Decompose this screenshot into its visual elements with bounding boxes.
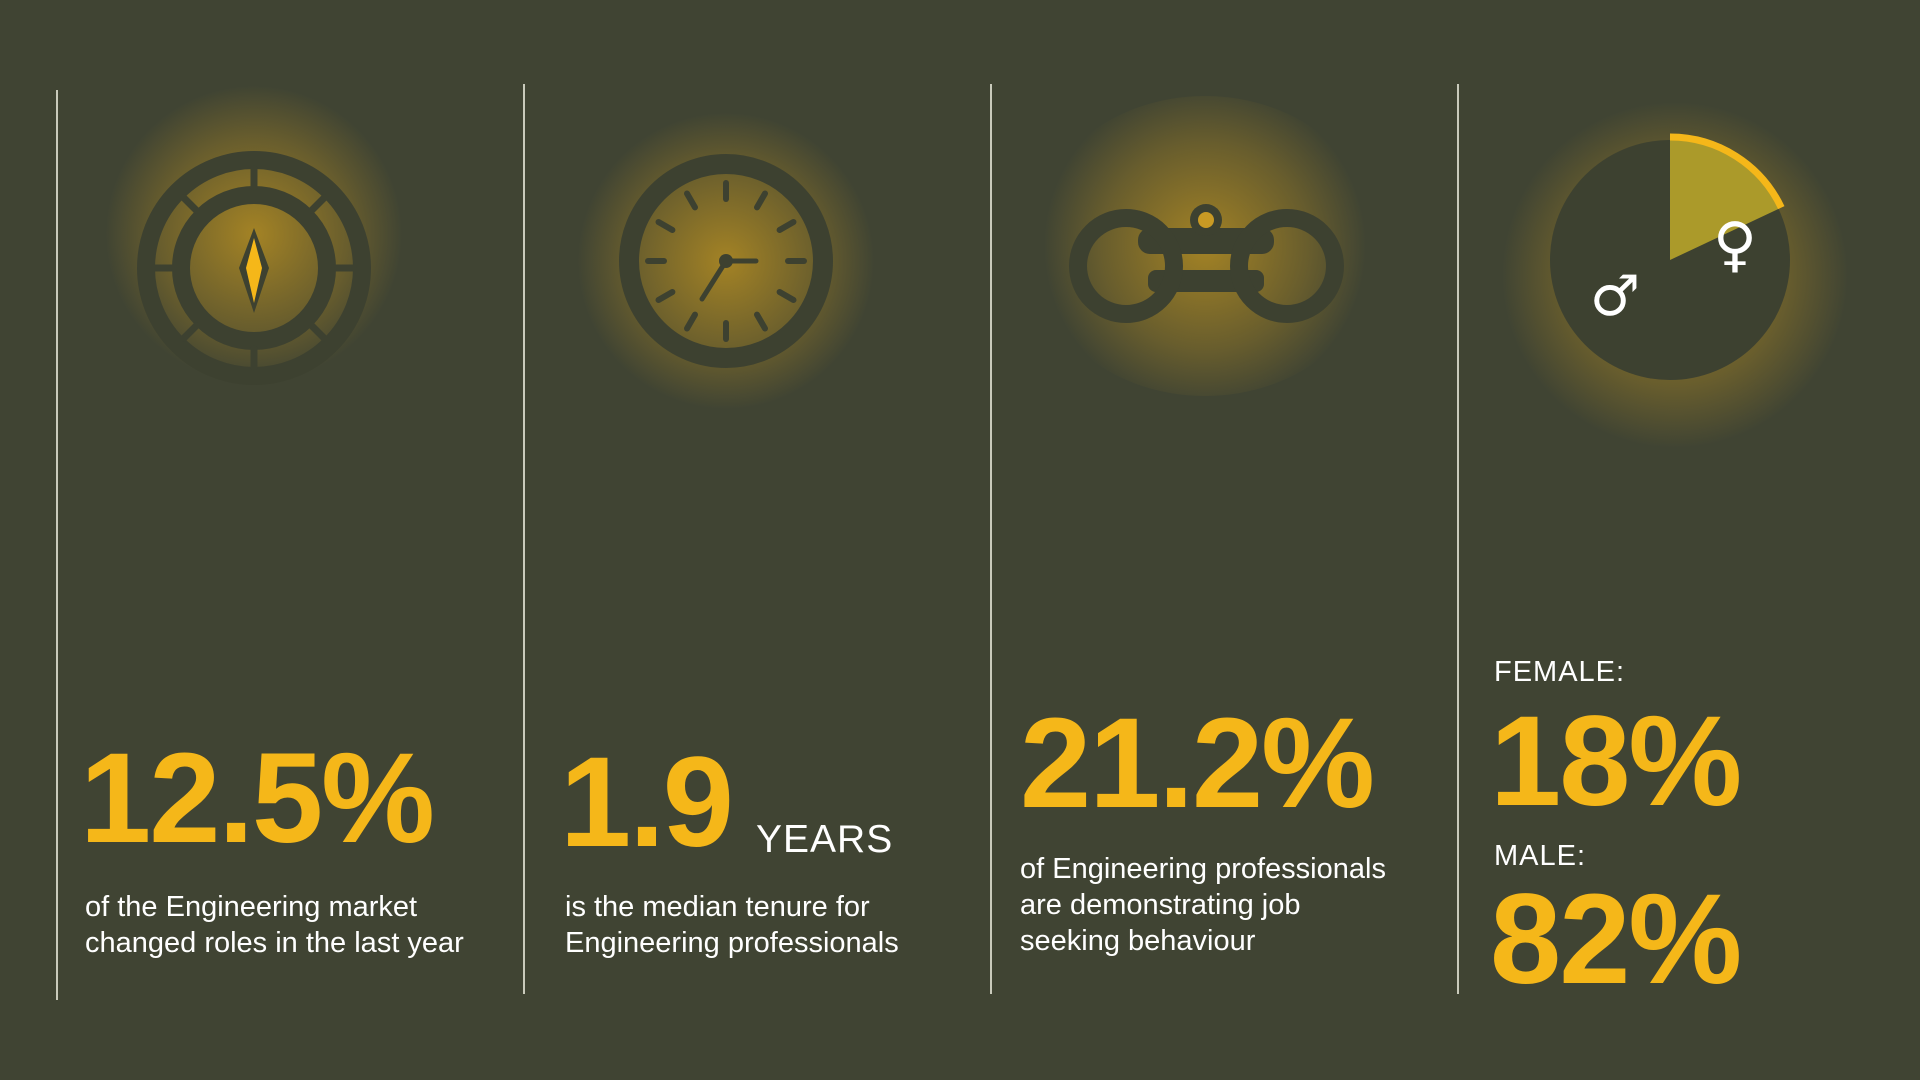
clock-icon — [619, 154, 833, 368]
female-value: 18% — [1490, 690, 1742, 833]
stat-description: of Engineering professionals are demonst… — [1020, 851, 1386, 959]
description-line: seeking behaviour — [1020, 925, 1256, 957]
binoculars-icon — [1069, 204, 1344, 323]
male-label: MALE: — [1494, 840, 1587, 872]
description-line: changed roles in the last year — [85, 927, 464, 959]
stat-value: 1.9 — [560, 731, 734, 874]
description-line: of the Engineering market — [85, 891, 418, 923]
female-symbol-icon: ♀ — [1713, 210, 1757, 280]
divider-4 — [1457, 84, 1459, 994]
divider-2 — [523, 84, 525, 994]
stat-value: 21.2% — [1020, 692, 1375, 835]
stat-value: 12.5% — [80, 727, 435, 870]
description-line: are demonstrating job — [1020, 889, 1301, 921]
description-line: is the median tenure for — [565, 891, 870, 923]
description-line: Engineering professionals — [565, 927, 899, 959]
male-symbol-icon: ♂ — [1590, 264, 1640, 329]
gender-pie-icon: ♀ ♂ — [1550, 133, 1790, 380]
description-line: of Engineering professionals — [1020, 853, 1386, 885]
female-label: FEMALE: — [1494, 656, 1626, 688]
stat-description: of the Engineering market changed roles … — [85, 889, 464, 961]
compass-icon — [137, 151, 371, 385]
male-value: 82% — [1490, 868, 1742, 1011]
stat-description: is the median tenure for Engineering pro… — [565, 889, 899, 961]
divider-1 — [56, 90, 58, 1000]
pie-slice-female-rim — [1669, 133, 1785, 210]
stat-unit: YEARS — [756, 818, 894, 861]
divider-3 — [990, 84, 992, 994]
pie-slice-female — [1670, 140, 1779, 260]
